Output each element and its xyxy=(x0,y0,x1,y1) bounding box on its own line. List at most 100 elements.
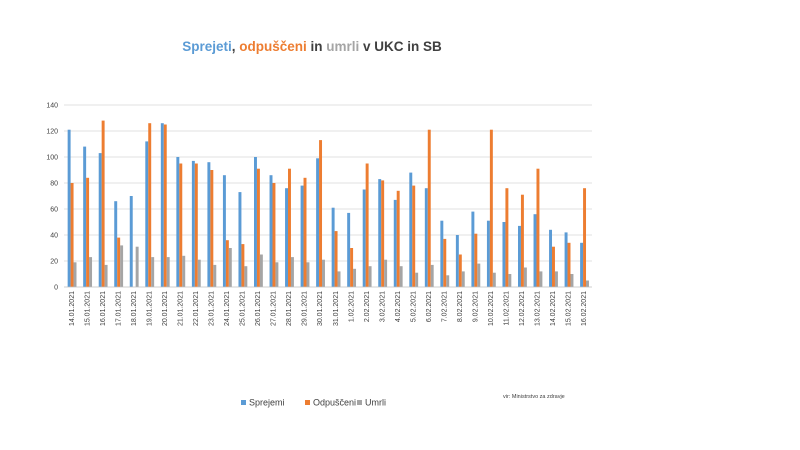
bar-umrli xyxy=(166,257,170,287)
legend-swatch xyxy=(357,400,362,405)
chart-title-part: , xyxy=(232,39,240,54)
bar-umrli xyxy=(415,272,419,287)
bar-sprejemi xyxy=(145,141,149,287)
bar-umrli xyxy=(259,254,263,287)
bar-sprejemi xyxy=(502,222,506,287)
bar-sprejemi xyxy=(549,229,553,287)
bar-sprejemi xyxy=(471,211,475,287)
bar-odpuščeni xyxy=(117,237,121,287)
chart-title-part: odpuščeni xyxy=(239,39,307,54)
bar-umrli xyxy=(290,257,294,287)
x-axis-tick-labels: 14.01.2021 15.01.2021 16.01.2021 17.01.2021… xyxy=(69,291,588,326)
bar-odpuščeni xyxy=(412,185,416,287)
bar-sprejemi xyxy=(269,175,273,287)
y-tick-label: 60 xyxy=(50,207,58,214)
x-tick-label: 17.01.2021 xyxy=(115,291,122,326)
x-tick-label: 2.02.2021 xyxy=(364,291,371,322)
bar-umrli xyxy=(275,262,279,287)
chart-title-part: umrli xyxy=(326,39,359,54)
bar-umrli xyxy=(197,259,201,287)
bar-umrli xyxy=(446,275,450,287)
x-tick-label: 5.02.2021 xyxy=(410,291,417,322)
bar-odpuščeni xyxy=(86,177,90,287)
bar-umrli xyxy=(213,264,217,287)
bar-umrli xyxy=(89,257,93,287)
bar-sprejemi xyxy=(409,172,413,287)
bar-odpuščeni xyxy=(334,231,338,287)
bar-odpuščeni xyxy=(552,246,555,287)
bar-umrli xyxy=(151,257,155,287)
bar-odpuščeni xyxy=(241,244,245,287)
x-tick-label: 10.02.2021 xyxy=(488,291,495,326)
bar-odpuščeni xyxy=(210,170,214,287)
x-tick-label: 30.01.2021 xyxy=(317,291,324,326)
bar-umrli xyxy=(570,274,574,287)
bar-sprejemi xyxy=(424,188,428,287)
bar-odpuščeni xyxy=(489,129,493,287)
bar-sprejemi xyxy=(238,192,242,287)
bar-odpuščeni xyxy=(520,194,524,287)
bar-umrli xyxy=(322,259,325,287)
bar-sprejemi xyxy=(129,196,133,287)
bar-odpuščeni xyxy=(583,188,587,287)
bar-umrli xyxy=(554,271,558,287)
bar-sprejemi xyxy=(254,157,257,287)
bar-sprejemi xyxy=(393,199,397,287)
bar-odpuščeni xyxy=(536,168,540,287)
bar-umrli xyxy=(539,271,543,287)
bar-umrli xyxy=(244,266,248,287)
bar-umrli xyxy=(492,272,496,287)
bar-umrli xyxy=(523,267,527,287)
legend-swatch xyxy=(305,400,310,405)
bar-umrli xyxy=(368,266,372,287)
bar-sprejemi xyxy=(316,158,320,287)
bar-umrli xyxy=(337,271,341,287)
chart-title-part: Sprejeti xyxy=(182,39,232,54)
bar-sprejemi xyxy=(564,232,568,287)
bar-sprejemi xyxy=(285,188,289,287)
x-tick-label: 11.02.2021 xyxy=(504,291,511,326)
bar-odpuščeni xyxy=(443,238,447,287)
y-tick-label: 40 xyxy=(50,233,58,240)
x-tick-label: 1.02.2021 xyxy=(348,291,355,322)
bar-sprejemi xyxy=(378,179,382,287)
bar-odpuščeni xyxy=(288,168,291,287)
legend-label: Umrli xyxy=(365,398,386,408)
gridlines xyxy=(64,104,592,262)
bar-sprejemi xyxy=(347,212,351,287)
bar-sprejemi xyxy=(455,235,459,287)
bar-umrli xyxy=(73,262,77,287)
x-tick-label: 26.01.2021 xyxy=(255,291,262,326)
bar-odpuščeni xyxy=(194,163,198,287)
x-tick-label: 6.02.2021 xyxy=(426,291,433,322)
bar-umrli xyxy=(586,280,589,287)
x-tick-label: 27.01.2021 xyxy=(271,291,278,326)
y-tick-label: 140 xyxy=(46,103,58,110)
x-tick-label: 22.01.2021 xyxy=(193,291,200,326)
x-tick-label: 16.02.2021 xyxy=(581,291,588,326)
bar-sprejemi xyxy=(160,123,164,287)
bar-umrli xyxy=(508,274,512,287)
bar-umrli xyxy=(135,246,139,287)
chart-title-part: v UKC in SB xyxy=(359,39,442,54)
y-tick-label: 0 xyxy=(54,285,58,292)
bar-sprejemi xyxy=(98,153,102,287)
x-tick-label: 21.01.2021 xyxy=(177,291,184,326)
bar-odpuščeni xyxy=(179,163,183,287)
bar-odpuščeni xyxy=(163,124,167,287)
x-tick-label: 13.02.2021 xyxy=(535,291,542,326)
bar-odpuščeni xyxy=(101,120,105,287)
bar-umrli xyxy=(182,255,186,287)
x-tick-label: 20.01.2021 xyxy=(162,291,169,326)
bar-umrli xyxy=(104,264,108,287)
bar-odpuščeni xyxy=(567,242,571,287)
bar-umrli xyxy=(461,271,465,287)
bar-sprejemi xyxy=(486,220,490,287)
x-tick-label: 14.01.2021 xyxy=(69,291,76,326)
bar-umrli xyxy=(120,245,124,287)
bar-sprejemi xyxy=(83,146,87,287)
bar-umrli xyxy=(353,268,357,287)
bar-sprejemi xyxy=(362,189,366,287)
legend: Sprejemi Odpuščeni Umrli xyxy=(241,398,386,408)
